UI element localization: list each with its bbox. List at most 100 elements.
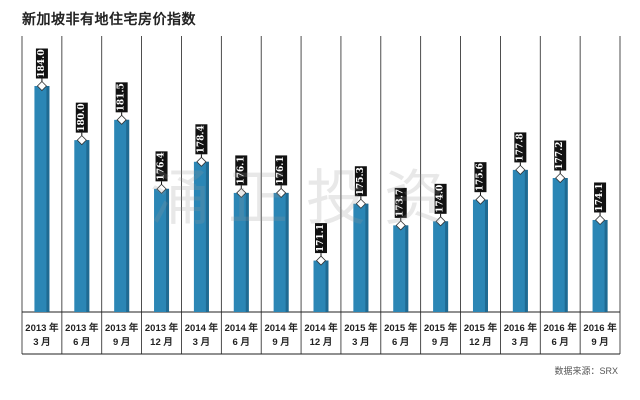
x-tick-label-month: 6 月 [73,337,90,348]
value-label: 176.1 [276,156,286,184]
bar-top-marker [475,194,486,205]
value-label: 174.0 [436,185,446,213]
bar-top-marker [76,135,87,146]
bar-top-marker [435,216,446,227]
bar-shade [166,188,170,312]
x-tick-label-year: 2015 年 [424,322,458,334]
chart-title: 新加坡非有地住宅房价指数 [22,11,196,27]
x-tick-label-month: 6 月 [233,337,250,348]
value-label-box [594,182,607,213]
bar-top-marker [196,156,207,167]
x-tick-label-year: 2013 年 [25,322,59,334]
value-label-box [514,132,527,163]
x-tick-label-year: 2014 年 [225,322,259,334]
x-tick-label-month: 6 月 [392,337,409,348]
x-tick-label-year: 2015 年 [344,322,378,334]
x-tick-label-year: 2016 年 [544,322,578,334]
x-tick-label-month: 12 月 [150,337,173,348]
x-tick-label-year: 2013 年 [145,322,179,334]
x-tick-label-year: 2013 年 [65,322,99,334]
bar-shade [365,203,369,312]
x-tick-label-month: 9 月 [432,337,449,348]
value-label-box [195,124,208,155]
value-label: 181.5 [117,83,127,111]
x-tick-label-month: 3 月 [193,337,210,348]
bar-top-marker [515,164,526,175]
x-tick-label-month: 12 月 [469,337,492,348]
value-label-box [115,82,128,113]
x-tick-label-year: 2014 年 [264,322,298,334]
value-label: 171.1 [316,224,326,252]
value-label-box [474,162,487,193]
bar [193,161,209,312]
bar [114,119,130,312]
bar [433,221,449,312]
value-label: 174.1 [595,183,605,211]
x-tick-label-year: 2014 年 [185,322,219,334]
bar-shade [604,219,608,312]
x-tick-label-month: 9 月 [591,337,608,348]
value-label: 176.1 [236,156,246,184]
value-label: 175.6 [475,163,485,191]
value-label-box [235,155,248,186]
value-label: 178.4 [196,125,206,153]
value-label-box [434,183,447,214]
value-label: 177.8 [515,133,525,161]
x-tick-label-month: 12 月 [310,337,333,348]
bar-shade [285,192,289,312]
value-label: 176.4 [157,152,167,180]
value-label-box [354,166,367,197]
bar [313,260,329,312]
bar-top-marker [555,172,566,184]
bar-shade [245,192,249,312]
bar [552,178,568,312]
bar [353,203,369,312]
bar [34,86,50,312]
data-source-note: 数据来源：SRX [554,366,618,376]
x-tick-label-year: 2015 年 [384,322,418,334]
bar-top-marker [236,187,247,198]
value-label: 177.2 [555,141,565,169]
bar [154,188,170,312]
bar-top-marker [156,183,167,194]
bar-shade [524,169,528,312]
x-tick-label-year: 2013 年 [105,322,139,334]
value-label: 180.0 [77,104,87,132]
x-tick-label-month: 9 月 [272,337,289,348]
bar [512,169,528,312]
bar-shade [484,199,488,312]
x-tick-label-year: 2016 年 [583,322,617,334]
value-label-box [35,48,48,79]
value-label-box [315,223,327,254]
value-label: 184.0 [37,49,47,77]
bar [233,192,249,312]
value-label-box [155,151,168,182]
bar-top-marker [395,220,406,231]
bar [393,225,409,312]
bar-top-marker [276,187,287,198]
bar-top-marker [355,198,366,209]
bar-shade [86,140,90,312]
bar-top-marker [315,255,327,266]
value-label-box [275,155,288,186]
value-label-box [554,140,567,171]
bar-top-marker [595,214,606,226]
watermark-text: 涌正投资 [150,164,462,234]
bar-shade [205,161,209,312]
x-tick-label-month: 3 月 [33,337,50,348]
x-tick-label-month: 9 月 [113,337,130,348]
value-label-box [75,102,88,133]
x-tick-label-year: 2014 年 [304,322,338,334]
bar-top-marker [116,114,127,125]
bar-shade [405,225,409,312]
bar [592,219,608,312]
bar-shade [325,260,329,312]
bar-shade [445,221,449,312]
bar [472,199,488,312]
value-label-box [394,187,407,218]
bar [273,192,289,312]
value-label: 175.3 [356,167,366,195]
x-tick-label-month: 6 月 [551,337,568,348]
bar [74,140,90,312]
